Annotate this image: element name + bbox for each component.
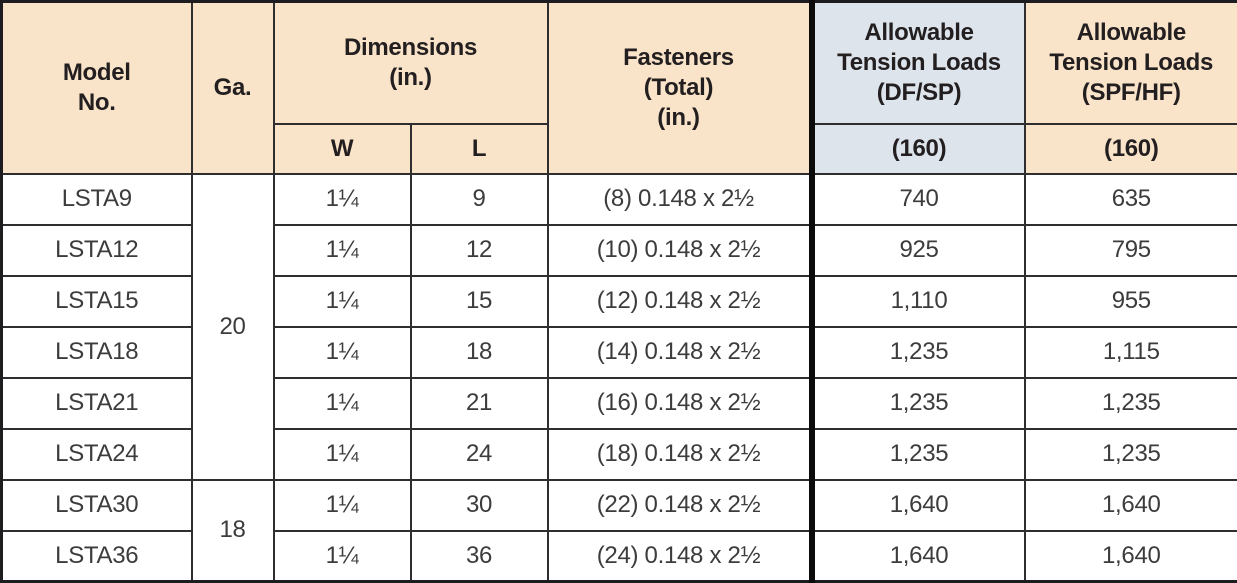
cell-load-spf-hf: 1,235 [1025, 429, 1237, 480]
cell-fasteners: (24) 0.148 x 2½ [548, 531, 812, 582]
cell-length: 18 [411, 327, 548, 378]
cell-width: 1¼ [274, 429, 411, 480]
cell-load-spf-hf: 635 [1025, 174, 1237, 225]
header-loads-spf-hf: Allowable Tension Loads (SPF/HF) [1025, 2, 1237, 124]
cell-model: LSTA12 [2, 225, 192, 276]
cell-length: 9 [411, 174, 548, 225]
cell-fasteners: (18) 0.148 x 2½ [548, 429, 812, 480]
cell-model: LSTA36 [2, 531, 192, 582]
cell-fasteners: (14) 0.148 x 2½ [548, 327, 812, 378]
table-row-lsta24: LSTA24 1¼ 24 (18) 0.148 x 2½ 1,235 1,235 [2, 429, 1237, 480]
table-row-lsta21: LSTA21 1¼ 21 (16) 0.148 x 2½ 1,235 1,235 [2, 378, 1237, 429]
cell-load-df-sp: 740 [812, 174, 1025, 225]
cell-model: LSTA9 [2, 174, 192, 225]
cell-width: 1¼ [274, 225, 411, 276]
cell-load-spf-hf: 955 [1025, 276, 1237, 327]
cell-model: LSTA18 [2, 327, 192, 378]
cell-load-spf-hf: 1,640 [1025, 531, 1237, 582]
cell-load-df-sp: 1,235 [812, 327, 1025, 378]
cell-length: 12 [411, 225, 548, 276]
cell-length: 24 [411, 429, 548, 480]
header-dimensions: Dimensions (in.) [274, 2, 548, 124]
table-row-lsta18: LSTA18 1¼ 18 (14) 0.148 x 2½ 1,235 1,115 [2, 327, 1237, 378]
cell-length: 36 [411, 531, 548, 582]
header-model-no: Model No. [2, 2, 192, 174]
cell-load-spf-hf: 795 [1025, 225, 1237, 276]
cell-width: 1¼ [274, 531, 411, 582]
cell-fasteners: (10) 0.148 x 2½ [548, 225, 812, 276]
table-row-lsta15: LSTA15 1¼ 15 (12) 0.148 x 2½ 1,110 955 [2, 276, 1237, 327]
cell-load-df-sp: 1,235 [812, 378, 1025, 429]
cell-width: 1¼ [274, 276, 411, 327]
cell-fasteners: (16) 0.148 x 2½ [548, 378, 812, 429]
cell-width: 1¼ [274, 327, 411, 378]
cell-fasteners: (22) 0.148 x 2½ [548, 480, 812, 531]
cell-load-df-sp: 1,640 [812, 531, 1025, 582]
cell-load-spf-hf: 1,235 [1025, 378, 1237, 429]
header-gauge: Ga. [192, 2, 274, 174]
header-fasteners: Fasteners (Total) (in.) [548, 2, 812, 174]
table-row-lsta9: LSTA9 20 1¼ 9 (8) 0.148 x 2½ 740 635 [2, 174, 1237, 225]
cell-model: LSTA24 [2, 429, 192, 480]
header-loads-df-sp: Allowable Tension Loads (DF/SP) [812, 2, 1025, 124]
header-dim-w: W [274, 124, 411, 174]
cell-load-df-sp: 925 [812, 225, 1025, 276]
cell-gauge-group-20: 20 [192, 174, 274, 480]
cell-gauge-group-18: 18 [192, 480, 274, 582]
table-row-lsta36: LSTA36 1¼ 36 (24) 0.148 x 2½ 1,640 1,640 [2, 531, 1237, 582]
cell-fasteners: (8) 0.148 x 2½ [548, 174, 812, 225]
header-load-duration-df: (160) [812, 124, 1025, 174]
cell-width: 1¼ [274, 378, 411, 429]
cell-load-spf-hf: 1,115 [1025, 327, 1237, 378]
header-load-duration-spf: (160) [1025, 124, 1237, 174]
table-row-lsta12: LSTA12 1¼ 12 (10) 0.148 x 2½ 925 795 [2, 225, 1237, 276]
cell-model: LSTA15 [2, 276, 192, 327]
cell-length: 30 [411, 480, 548, 531]
cell-load-df-sp: 1,235 [812, 429, 1025, 480]
cell-model: LSTA21 [2, 378, 192, 429]
cell-model: LSTA30 [2, 480, 192, 531]
cell-load-spf-hf: 1,640 [1025, 480, 1237, 531]
cell-width: 1¼ [274, 480, 411, 531]
cell-length: 21 [411, 378, 548, 429]
cell-width: 1¼ [274, 174, 411, 225]
table-row-lsta30: LSTA30 18 1¼ 30 (22) 0.148 x 2½ 1,640 1,… [2, 480, 1237, 531]
cell-length: 15 [411, 276, 548, 327]
cell-load-df-sp: 1,110 [812, 276, 1025, 327]
cell-fasteners: (12) 0.148 x 2½ [548, 276, 812, 327]
cell-load-df-sp: 1,640 [812, 480, 1025, 531]
header-dim-l: L [411, 124, 548, 174]
